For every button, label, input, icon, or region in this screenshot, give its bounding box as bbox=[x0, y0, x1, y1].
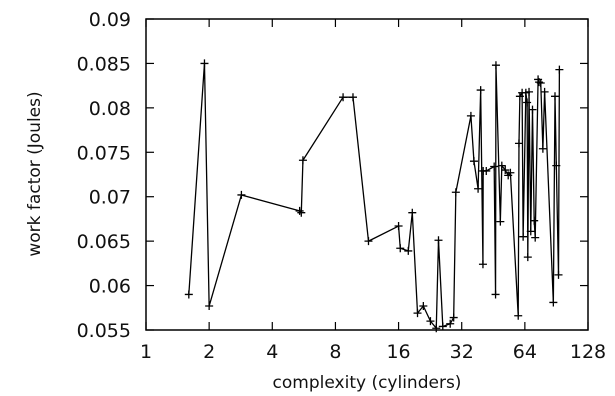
data-point bbox=[526, 227, 535, 236]
y-tick-label: 0.06 bbox=[89, 276, 131, 298]
data-point bbox=[549, 298, 558, 307]
data-point bbox=[555, 65, 564, 74]
data-point bbox=[490, 162, 499, 171]
y-tick-label: 0.085 bbox=[77, 53, 131, 75]
y-tick-label: 0.065 bbox=[77, 231, 131, 253]
data-point bbox=[339, 93, 348, 102]
data-point bbox=[491, 290, 500, 299]
x-tick-label: 1 bbox=[140, 341, 152, 363]
data-point bbox=[497, 161, 506, 170]
x-tick-label: 128 bbox=[570, 341, 606, 363]
series bbox=[184, 59, 564, 333]
x-axis-ticks: 1 2 4 8 16 32 64 128 bbox=[140, 19, 606, 363]
data-point bbox=[364, 237, 373, 246]
data-point bbox=[491, 61, 500, 70]
y-tick-label: 0.09 bbox=[89, 9, 131, 31]
x-tick-label: 4 bbox=[266, 341, 278, 363]
data-point bbox=[396, 244, 405, 253]
x-tick-label: 8 bbox=[329, 341, 341, 363]
data-point bbox=[295, 206, 304, 215]
data-point bbox=[501, 166, 510, 175]
data-point bbox=[514, 311, 523, 320]
series-line bbox=[188, 62, 561, 329]
data-point bbox=[506, 168, 515, 177]
data-point bbox=[348, 93, 357, 102]
data-point bbox=[538, 144, 547, 153]
data-point bbox=[530, 216, 539, 225]
data-point bbox=[525, 87, 534, 96]
data-point bbox=[535, 78, 544, 87]
data-point bbox=[536, 78, 545, 87]
data-point bbox=[523, 253, 532, 262]
data-point bbox=[297, 208, 306, 217]
data-point bbox=[531, 233, 540, 242]
data-point bbox=[550, 92, 559, 101]
data-point bbox=[408, 208, 417, 217]
data-point bbox=[446, 319, 455, 328]
data-point bbox=[449, 313, 458, 322]
data-point bbox=[394, 222, 403, 231]
data-point bbox=[540, 87, 549, 96]
y-axis-ticks: 0.055 0.06 0.065 0.07 0.075 0.08 0.085 0.09 bbox=[77, 9, 588, 342]
data-point bbox=[426, 317, 435, 326]
data-point bbox=[237, 190, 246, 199]
y-tick-label: 0.055 bbox=[77, 320, 131, 342]
data-point bbox=[474, 184, 483, 193]
data-point bbox=[496, 217, 505, 226]
data-point bbox=[434, 236, 443, 245]
plot-frame bbox=[145, 18, 589, 331]
data-point bbox=[514, 139, 523, 148]
y-axis-label: work factor (Joules) bbox=[25, 91, 45, 256]
data-point bbox=[466, 111, 475, 120]
data-point bbox=[184, 290, 193, 299]
data-point bbox=[419, 302, 428, 311]
data-point bbox=[523, 98, 532, 107]
data-point bbox=[552, 161, 561, 170]
x-tick-label: 2 bbox=[203, 341, 215, 363]
x-tick-label: 16 bbox=[386, 341, 410, 363]
x-axis-label: complexity (cylinders) bbox=[273, 373, 462, 393]
data-point bbox=[469, 157, 478, 166]
data-point bbox=[413, 309, 422, 318]
x-tick-label: 32 bbox=[450, 341, 474, 363]
data-point bbox=[478, 260, 487, 269]
y-tick-label: 0.07 bbox=[89, 187, 131, 209]
data-point bbox=[528, 105, 537, 114]
data-point bbox=[205, 302, 214, 311]
x-tick-label: 64 bbox=[513, 341, 537, 363]
data-point bbox=[482, 166, 491, 175]
data-point bbox=[432, 324, 441, 333]
y-tick-label: 0.075 bbox=[77, 142, 131, 164]
data-point bbox=[200, 59, 209, 68]
data-point bbox=[438, 322, 447, 331]
data-point bbox=[476, 86, 485, 95]
data-point bbox=[298, 156, 307, 165]
data-point bbox=[519, 232, 528, 241]
data-point bbox=[404, 246, 413, 255]
y-tick-label: 0.08 bbox=[89, 98, 131, 120]
data-point bbox=[451, 188, 460, 197]
data-point bbox=[554, 270, 563, 279]
